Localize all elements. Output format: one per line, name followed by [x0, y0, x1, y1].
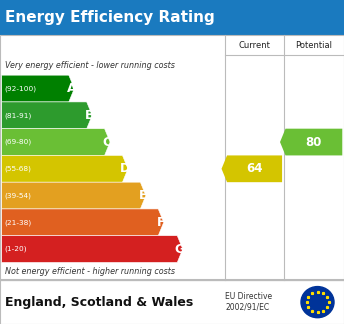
- Text: England, Scotland & Wales: England, Scotland & Wales: [5, 295, 193, 309]
- Polygon shape: [222, 156, 282, 182]
- Bar: [0, 280, 344, 324]
- Text: (81-91): (81-91): [4, 112, 32, 119]
- Bar: [0, 35, 344, 280]
- Text: (69-80): (69-80): [4, 139, 31, 145]
- Text: (55-68): (55-68): [4, 166, 31, 172]
- Text: (21-38): (21-38): [4, 219, 31, 226]
- Bar: [0, 0, 344, 35]
- Text: 80: 80: [306, 135, 322, 148]
- Text: 2002/91/EC: 2002/91/EC: [225, 303, 269, 312]
- Text: (1-20): (1-20): [4, 246, 27, 252]
- Polygon shape: [2, 75, 74, 102]
- Text: Current: Current: [239, 40, 270, 50]
- Text: Very energy efficient - lower running costs: Very energy efficient - lower running co…: [5, 61, 175, 70]
- Polygon shape: [2, 129, 110, 156]
- Polygon shape: [2, 209, 164, 236]
- Text: (92-100): (92-100): [4, 85, 36, 92]
- Text: D: D: [120, 162, 130, 175]
- Text: 64: 64: [246, 162, 263, 175]
- Polygon shape: [2, 156, 128, 182]
- Circle shape: [301, 287, 334, 318]
- Polygon shape: [2, 236, 183, 262]
- Text: A: A: [66, 82, 76, 95]
- Text: (39-54): (39-54): [4, 192, 31, 199]
- Text: E: E: [139, 189, 147, 202]
- Text: EU Directive: EU Directive: [225, 293, 272, 301]
- Polygon shape: [2, 102, 92, 129]
- Text: B: B: [84, 109, 94, 122]
- Text: Not energy efficient - higher running costs: Not energy efficient - higher running co…: [5, 267, 175, 276]
- Text: F: F: [157, 216, 165, 229]
- Text: Energy Efficiency Rating: Energy Efficiency Rating: [5, 10, 215, 25]
- Polygon shape: [2, 182, 146, 209]
- Text: G: G: [175, 243, 185, 256]
- Text: C: C: [103, 135, 111, 148]
- Text: Potential: Potential: [295, 40, 332, 50]
- Polygon shape: [280, 129, 342, 156]
